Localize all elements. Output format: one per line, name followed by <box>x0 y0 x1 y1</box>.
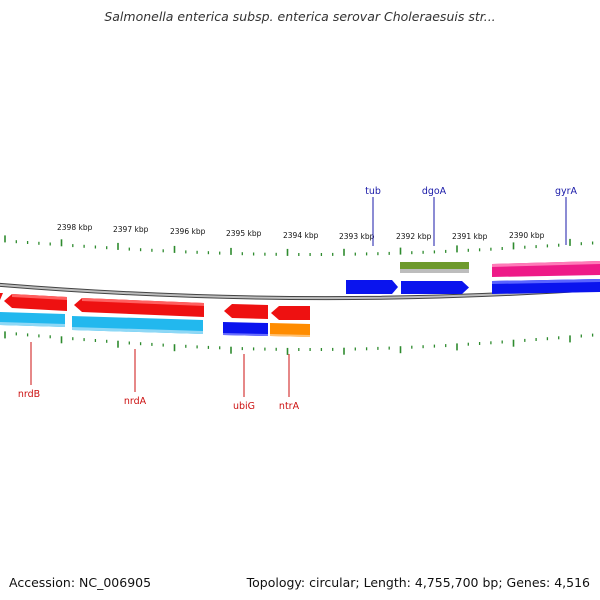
forward-strand-features <box>346 261 600 294</box>
accession-text: Accession: NC_006905 <box>9 575 152 590</box>
kbp-label: 2395 kbp <box>226 229 262 238</box>
gene-label-tub[interactable]: tub <box>365 186 381 197</box>
kbp-label: 2396 kbp <box>170 227 206 236</box>
feature-nrdA-arrow-shade <box>82 298 204 306</box>
gene-labels: tub dgoA gyrA nrdB nrdA ubiG ntrA <box>18 186 578 412</box>
kbp-label: 2393 kbp <box>339 232 375 241</box>
feature-ubiG-blue-shade <box>223 333 268 336</box>
topology-text: Topology: circular; Length: 4,755,700 bp… <box>246 575 590 590</box>
feature-nrdB-arrow-shade <box>12 294 67 300</box>
gene-label-nrdA[interactable]: nrdA <box>124 396 147 407</box>
gene-label-gyrA[interactable]: gyrA <box>555 186 578 197</box>
gene-label-nrdB[interactable]: nrdB <box>18 389 40 400</box>
kbp-labels: 2398 kbp 2397 kbp 2396 kbp 2395 kbp 2394… <box>57 223 545 241</box>
kbp-label: 2392 kbp <box>396 232 432 241</box>
feature-ubiG-blue[interactable] <box>223 322 268 336</box>
reverse-strand-features <box>0 293 310 337</box>
feature-ntrA-orange[interactable] <box>270 323 310 337</box>
kbp-label: 2391 kbp <box>452 232 488 241</box>
kbp-label: 2398 kbp <box>57 223 93 232</box>
gene-label-ntrA[interactable]: ntrA <box>279 401 300 412</box>
kbp-label: 2397 kbp <box>113 225 149 234</box>
gene-label-dgoA[interactable]: dgoA <box>422 186 447 197</box>
feature-edge-red[interactable] <box>0 293 3 300</box>
feature-dgoA-green[interactable] <box>400 262 469 269</box>
kbp-label: 2390 kbp <box>509 231 545 240</box>
feature-ubiG-arrow[interactable] <box>224 304 268 319</box>
feature-dgoA-arrow[interactable] <box>401 281 469 294</box>
kbp-label: 2394 kbp <box>283 231 319 240</box>
feature-nrdB-cyan-shade <box>0 322 65 327</box>
inner-tick-ring <box>4 331 594 355</box>
feature-tub-arrow[interactable] <box>346 280 398 294</box>
feature-dgoA-grey <box>400 269 469 273</box>
leader-lines <box>30 197 567 397</box>
feature-ntrA-arrow[interactable] <box>271 306 310 320</box>
feature-nrdA-cyan-shade <box>72 327 203 334</box>
feature-ntrA-orange-shade <box>270 334 310 337</box>
feature-gyrA-blue-shade <box>492 279 600 284</box>
gene-label-ubiG[interactable]: ubiG <box>233 401 255 412</box>
feature-gyrA-magenta-shade <box>492 261 600 267</box>
map-title: Salmonella enterica subsp. enterica sero… <box>104 9 496 24</box>
outer-tick-ring <box>4 235 594 256</box>
